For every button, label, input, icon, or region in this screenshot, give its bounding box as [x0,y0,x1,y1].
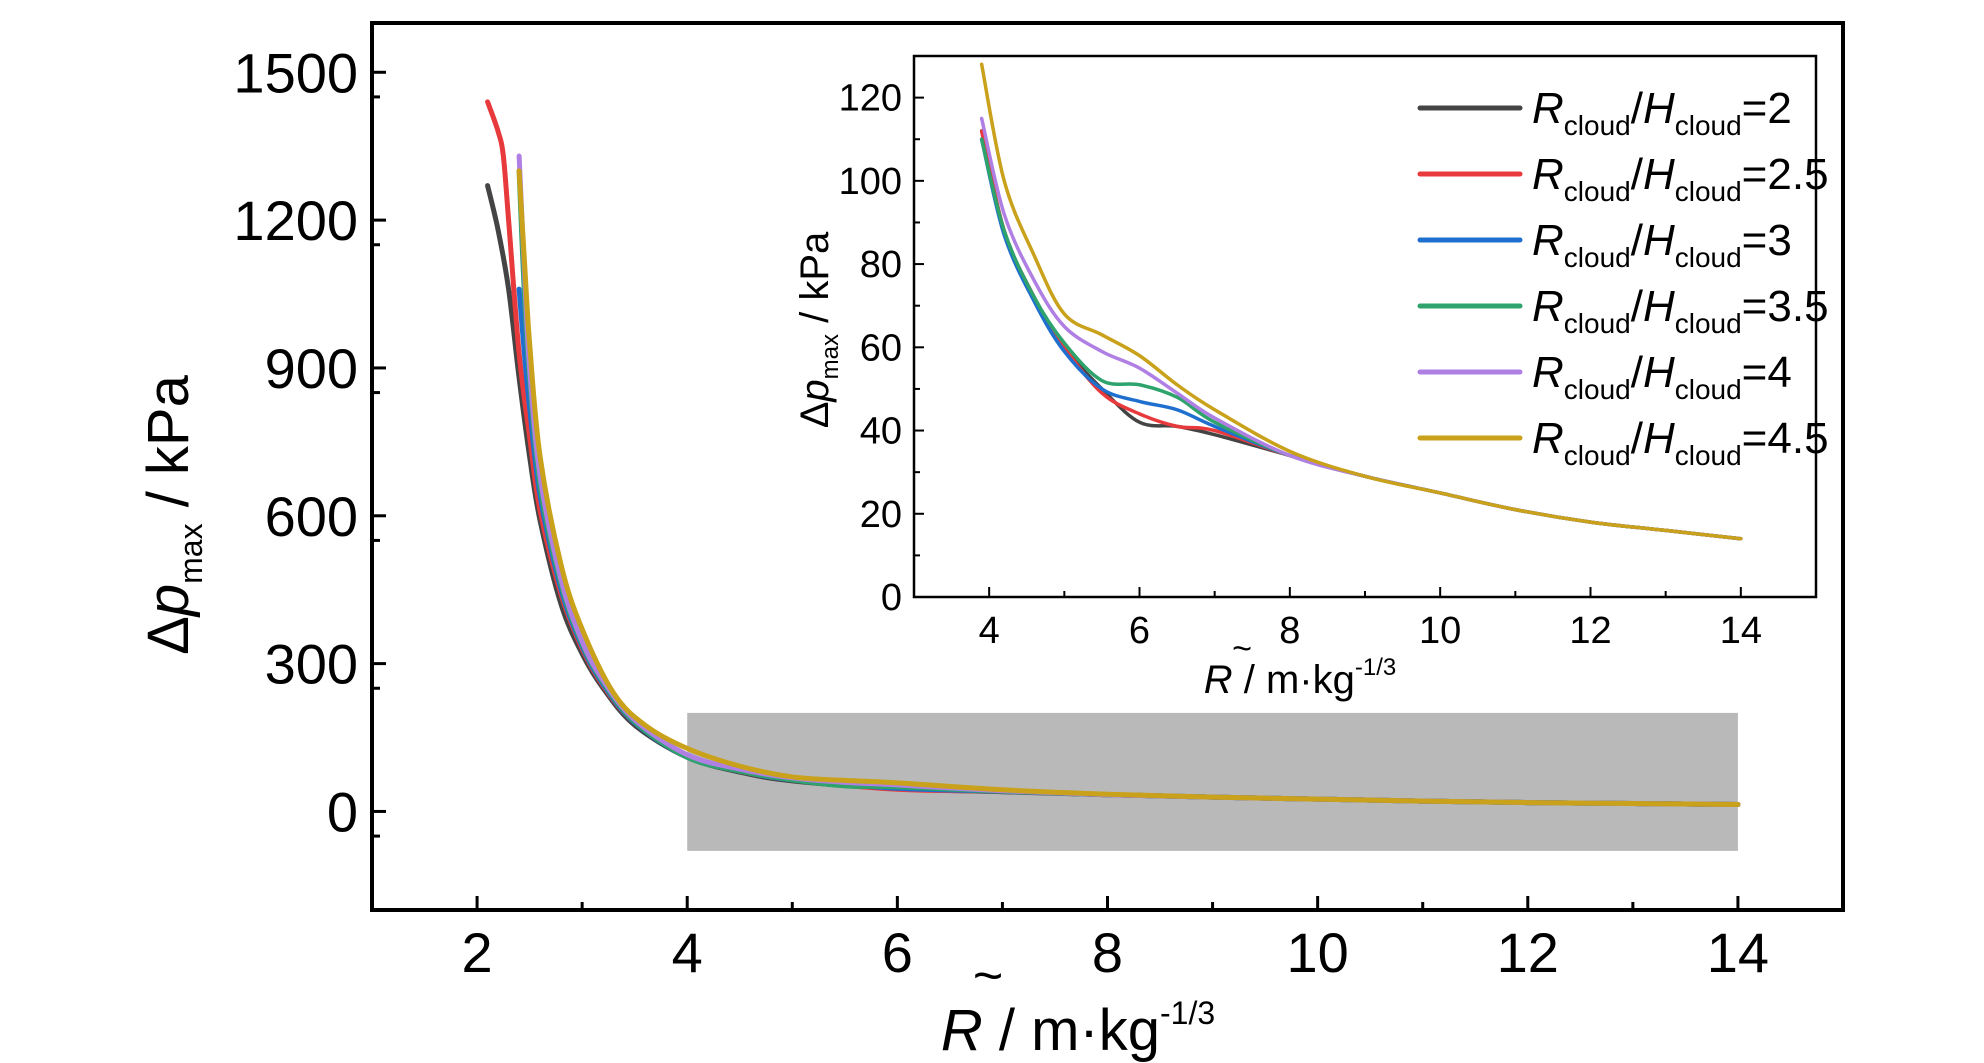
inset-x-axis-tilde: ~ [1232,630,1252,668]
main-series-line-6 [516,168,1741,808]
legend-entry-part: / [1631,84,1644,133]
legend-entry-part: cloud [1675,308,1742,339]
main-y-axis-label: Δpmax / kPa [136,374,209,654]
inset-chart: 4 6 8 10 12 14 0 20 40 60 80 100 120 Δpmax / kPa ~ R… [793,46,1829,702]
inset-series-group [979,62,1743,541]
legend-entry-part: cloud [1564,176,1631,207]
legend-entry-part: R [1532,348,1564,397]
inset-y-tick-label: 120 [839,78,902,120]
main-series-group [485,99,1741,808]
inset-y-axis-unit: / kPa [793,231,837,334]
legend-entry-part: cloud [1564,242,1631,273]
inset-y-tick-label: 100 [839,161,902,203]
inset-y-tick-label: 80 [860,244,902,286]
legend-entry-part: H [1643,84,1675,133]
main-y-axis-subscript: max [173,523,209,583]
main-x-axis-tilde: ~ [973,947,1003,1005]
legend-entry-part: =2 [1742,84,1792,133]
legend-entry-5: Rcloud/Hcloud=4 [1532,348,1792,405]
legend-entry-part: =3 [1742,216,1792,265]
legend-entry-part: =4 [1742,348,1792,397]
main-y-tick-label: 600 [265,485,358,548]
legend-entry-part: H [1643,414,1675,463]
legend-entry-part: H [1643,150,1675,199]
inset-x-tick-label: 12 [1569,610,1611,652]
main-x-tick-label: 2 [461,921,492,984]
legend-entry-part: / [1631,282,1644,331]
legend-entry-part: R [1532,84,1564,133]
inset-y-tick-label: 0 [881,577,902,619]
legend-entry-part: cloud [1564,110,1631,141]
main-x-axis-symbol: R [941,998,983,1063]
legend-entry-3: Rcloud/Hcloud=3 [1532,216,1792,273]
inset-series-line-6 [979,62,1743,541]
inset-y-axis-delta: Δ [793,402,837,429]
main-x-axis-unit: / m·kg [983,998,1160,1063]
legend-entry-part: / [1631,216,1644,265]
legend-entry-part: cloud [1675,374,1742,405]
main-y-tick-label: 1500 [233,41,358,104]
inset-x-axis-label: R / m·kg-1/3 [1204,654,1396,702]
legend-entry-part: / [1631,414,1644,463]
legend-entry-part: H [1643,282,1675,331]
main-x-tick-label: 10 [1286,921,1348,984]
inset-x-tick-label: 8 [1279,610,1300,652]
main-y-tick-label: 900 [265,337,358,400]
main-x-tick-label: 4 [672,921,703,984]
legend-entry-2: Rcloud/Hcloud=2.5 [1532,150,1829,207]
legend-entry-part: cloud [1675,110,1742,141]
legend-entry-part: H [1643,348,1675,397]
main-x-tick-label: 14 [1707,921,1769,984]
legend-entry-part: R [1532,414,1564,463]
inset-tick-group: 4 6 8 10 12 14 0 20 40 60 80 100 120 [839,78,1762,652]
main-y-tick-label: 0 [327,780,358,843]
inset-x-tick-label: 4 [979,610,1000,652]
legend: Rcloud/Hcloud=2Rcloud/Hcloud=2.5Rcloud/H… [1417,84,1829,471]
legend-entry-part: R [1532,282,1564,331]
legend-entry-part: H [1643,216,1675,265]
main-x-tick-label: 12 [1497,921,1559,984]
legend-entry-part: cloud [1675,440,1742,471]
main-y-axis-symbol: p [136,584,201,618]
legend-entry-part: / [1631,348,1644,397]
inset-y-axis-symbol: p [793,379,837,402]
main-x-axis-superscript: -1/3 [1160,995,1215,1031]
legend-entry-part: R [1532,150,1564,199]
inset-x-axis-unit: / m·kg [1233,658,1355,702]
legend-entry-1: Rcloud/Hcloud=2 [1532,84,1792,141]
main-y-tick-label: 1200 [233,189,358,252]
legend-entry-part: cloud [1564,440,1631,471]
legend-entry-6: Rcloud/Hcloud=4.5 [1532,414,1829,471]
legend-entry-part: cloud [1564,374,1631,405]
inset-x-tick-label: 10 [1419,610,1461,652]
inset-y-tick-label: 20 [860,494,902,536]
legend-entry-part: cloud [1675,242,1742,273]
legend-entry-part: cloud [1675,176,1742,207]
main-y-axis-delta: Δ [136,616,201,655]
inset-x-tick-label: 14 [1720,610,1762,652]
legend-entry-part: / [1631,150,1644,199]
legend-entry-part: R [1532,216,1564,265]
legend-entry-part: =3.5 [1742,282,1829,331]
main-x-tick-label: 8 [1092,921,1123,984]
main-y-tick-label: 300 [265,633,358,696]
inset-x-axis-superscript: -1/3 [1355,654,1396,681]
inset-y-axis-label: Δpmax / kPa [793,231,844,428]
inset-x-axis-symbol: R [1204,658,1233,702]
legend-entry-part: =4.5 [1742,414,1829,463]
main-x-axis-label: R / m·kg-1/3 [941,995,1215,1063]
inset-y-tick-label: 40 [860,411,902,453]
inset-y-axis-subscript: max [817,334,844,379]
inset-y-tick-label: 60 [860,327,902,369]
legend-entry-4: Rcloud/Hcloud=3.5 [1532,282,1829,339]
legend-entry-part: =2.5 [1742,150,1829,199]
inset-background [819,46,1826,697]
legend-entry-part: cloud [1564,308,1631,339]
inset-x-tick-label: 6 [1129,610,1150,652]
main-y-axis-unit: / kPa [136,374,201,523]
main-x-tick-label: 6 [882,921,913,984]
